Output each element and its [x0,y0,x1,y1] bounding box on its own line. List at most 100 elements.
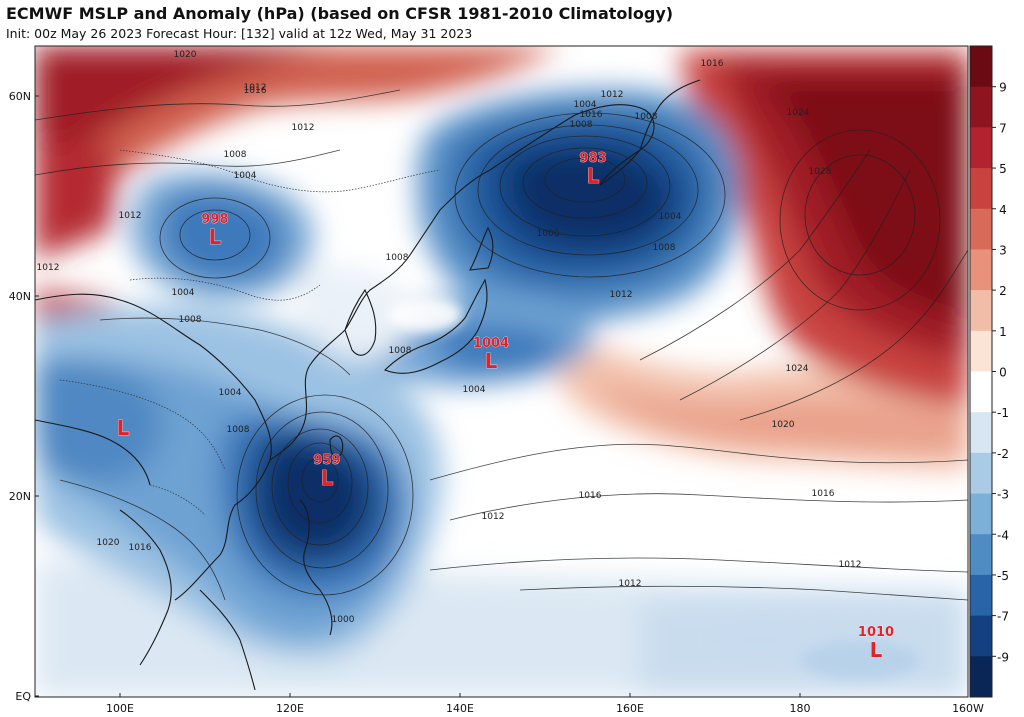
low-pressure-symbol: L [209,225,222,249]
lon-label: 160E [616,702,644,715]
isobar-label: 1016 [580,110,603,120]
anomaly-field [35,46,968,697]
isobar-label: 1008 [570,120,593,130]
isobar-label: 1008 [386,253,409,263]
colorbar-label: 1 [999,325,1007,339]
isobar-label: 1004 [172,288,195,298]
colorbar-swatch [970,208,992,250]
colorbar-swatch [970,615,992,657]
colorbar-label: -3 [997,488,1009,502]
isobar-label: 1024 [787,108,810,118]
isobar-label: 1000 [537,229,560,239]
low-pressure-symbol: L [870,638,883,662]
colorbar-swatch [970,412,992,454]
isobar-label: 1012 [292,123,315,133]
colorbar-label: 4 [999,203,1007,217]
colorbar-swatch [970,249,992,291]
low-pressure-symbol: L [485,349,498,373]
pressure-center-value: 983 [579,151,606,166]
colorbar-swatch [970,46,992,88]
isobar-label: 1012 [619,579,642,589]
isobar-label: 1012 [119,211,142,221]
colorbar-swatch [970,574,992,617]
colorbar-swatch [970,493,992,535]
pressure-center-value: 998 [201,212,228,227]
low-pressure-symbol: L [321,466,334,490]
isobar-label: 1024 [786,364,809,374]
low-pressure-symbol: L [587,164,600,188]
isobar-label: 1008 [389,346,412,356]
colorbar-label: 2 [999,284,1007,298]
lon-label: 180 [790,702,811,715]
colorbar-swatch [970,452,992,495]
isobar-label: 1012 [482,512,505,522]
longitude-labels: 100E 120E 140E 160E 180 160W [106,693,984,715]
pressure-center-value: 1010 [858,625,894,640]
isobar-label: 1016 [579,491,602,501]
colorbar-swatch [970,656,992,698]
isobar-label: 1000 [332,615,355,625]
lat-label: EQ [15,690,31,703]
low-pressure-symbol: L [117,416,130,440]
isobar-label: 1016 [244,86,267,96]
map-subtitle: Init: 00z May 26 2023 Forecast Hour: [13… [6,26,473,41]
borders [59,149,441,516]
isobar-label: 1012 [601,90,624,100]
isobar-label: 1016 [701,59,724,69]
colorbar-label: -5 [997,569,1009,583]
isobar-label: 1016 [129,543,152,553]
isobars [35,89,968,601]
coastlines [35,79,701,691]
colorbar-swatch [970,127,992,169]
lon-label: 140E [446,702,474,715]
isobar-label: 1004 [659,212,682,222]
colorbar-swatch [970,534,992,576]
isobar-label: 1008 [653,243,676,253]
lat-label: 20N [9,490,31,503]
colorbar-swatch [970,371,992,413]
lon-label: 100E [106,702,134,715]
isobar-label: 1020 [174,50,197,60]
lon-label: 160W [952,702,984,715]
isobar-labels: 1020101610121008100410001024102810161012… [37,50,862,625]
isobar-label: 1028 [809,167,832,177]
isobar-label: 1008 [179,315,202,325]
isobar-label: 1004 [219,388,242,398]
colorbar-label: -9 [997,650,1009,664]
isobar-label: 1008 [224,150,247,160]
map-frame [34,45,969,698]
colorbar-swatch [970,330,992,372]
isobar-label: 1012 [244,83,267,93]
isobar-label: 1020 [97,538,120,548]
colorbar-swatch [970,168,992,210]
colorbar-label: 3 [999,243,1007,257]
isobar-label: 1004 [234,171,257,181]
lat-label: 40N [9,290,31,303]
isobar-label: 1012 [37,263,60,273]
isobar-label: 1004 [574,100,597,110]
colorbar-label: -1 [997,406,1009,420]
isobar-label: 1012 [839,560,862,570]
isobar-label: 1008 [227,425,250,435]
isobar-label: 1008 [635,112,658,122]
lon-label: 120E [276,702,304,715]
pressure-center-value: 1004 [473,336,509,351]
colorbar-label: -7 [997,610,1009,624]
colorbar-swatch [970,86,992,128]
colorbar-label: -4 [997,528,1009,542]
colorbar-label: -2 [997,447,1009,461]
map-title: ECMWF MSLP and Anomaly (hPa) (based on C… [6,4,674,23]
pressure-center-value: 959 [313,453,340,468]
latitude-labels: 60N 40N 20N EQ [9,90,39,703]
colorbar-label: 9 [999,81,1007,95]
lat-label: 60N [9,90,31,103]
colorbar-label: 7 [999,121,1007,135]
isobar-label: 1020 [772,420,795,430]
colorbar-swatch [970,290,992,332]
colorbar-label: 5 [999,162,1007,176]
anomaly-colorbar: 9 7 5 4 3 2 1 0 -1 -2 -3 -4 -5 -7 -9 [969,45,1009,698]
colorbar-label: 0 [999,366,1007,380]
isobar-label: 1004 [463,385,486,395]
